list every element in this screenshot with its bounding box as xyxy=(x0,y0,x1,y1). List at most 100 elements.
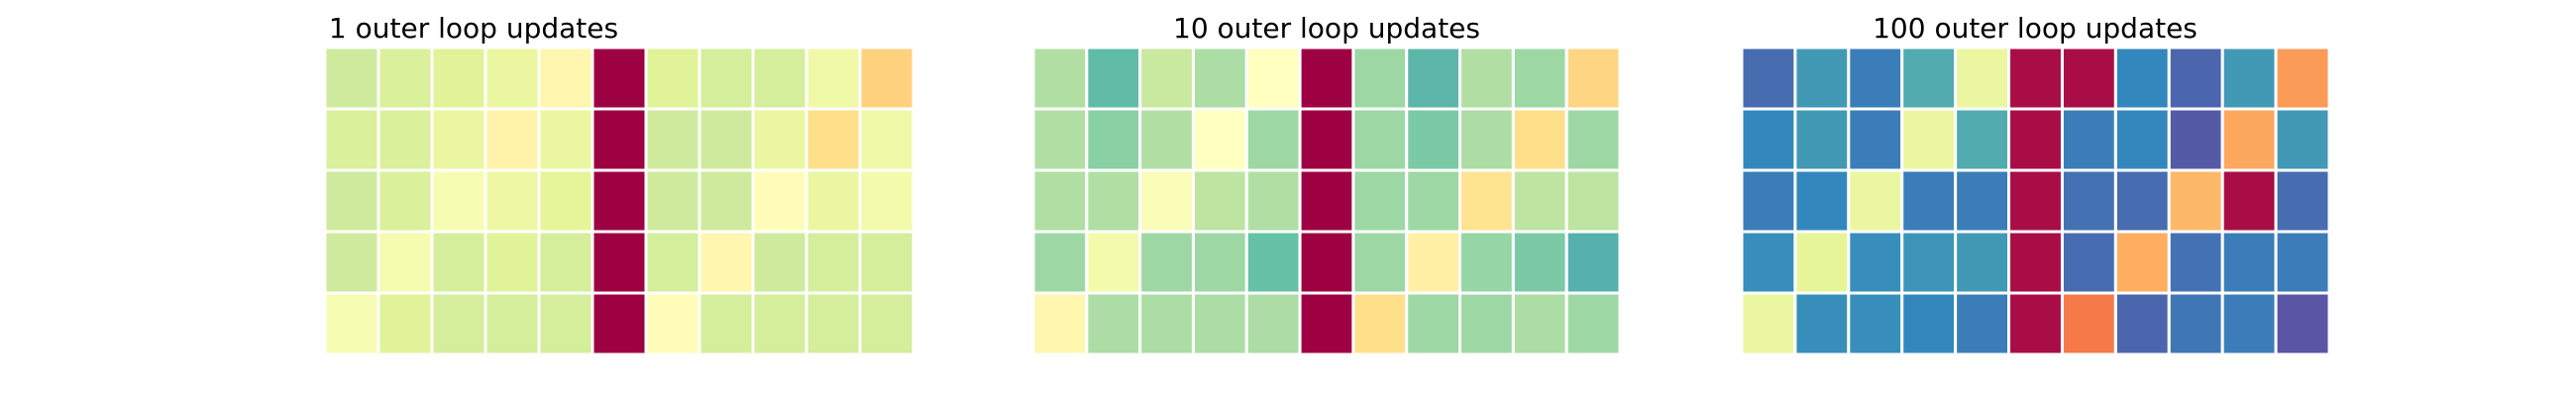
heatmap-cell-p1-r1-c6 xyxy=(590,46,648,111)
heatmap-cell-p1-r4-c7 xyxy=(644,230,701,295)
heatmap-cell-p2-r3-c5 xyxy=(1244,168,1302,234)
heatmap-cell-p3-r4-c9 xyxy=(2167,230,2224,295)
heatmap-cell-p1-r2-c2 xyxy=(376,107,434,172)
panel-title-3: 100 outer loop updates xyxy=(1873,12,2198,45)
heatmap-cell-p1-r4-c9 xyxy=(751,230,808,295)
heatmap-cell-p3-r3-c5 xyxy=(1954,168,2011,234)
heatmap-cell-p2-r5-c9 xyxy=(1458,291,1515,356)
heatmap-cell-p2-r3-c6 xyxy=(1298,168,1355,234)
heatmap-cell-p2-r1-c5 xyxy=(1244,46,1302,111)
heatmap-cell-p3-r2-c9 xyxy=(2167,107,2224,172)
heatmap-cell-p3-r4-c10 xyxy=(2220,230,2278,295)
heatmap-cell-p3-r1-c6 xyxy=(2007,46,2064,111)
heatmap-panel-2: 10 outer loop updates xyxy=(1031,12,1622,356)
heatmap-cell-p2-r1-c4 xyxy=(1191,46,1248,111)
heatmap-cell-p1-r3-c6 xyxy=(590,168,648,234)
heatmap-cell-p3-r2-c6 xyxy=(2007,107,2064,172)
heatmap-cell-p2-r4-c8 xyxy=(1405,230,1462,295)
heatmap-cell-p3-r1-c2 xyxy=(1793,46,1851,111)
heatmap-cell-p1-r4-c4 xyxy=(483,230,541,295)
heatmap-cell-p2-r5-c6 xyxy=(1298,291,1355,356)
heatmap-cell-p1-r1-c1 xyxy=(323,46,380,111)
heatmap-cell-p1-r2-c6 xyxy=(590,107,648,172)
heatmap-cell-p3-r2-c2 xyxy=(1793,107,1851,172)
heatmap-cell-p1-r2-c8 xyxy=(698,107,755,172)
heatmap-cell-p2-r5-c5 xyxy=(1244,291,1302,356)
heatmap-cell-p1-r1-c4 xyxy=(483,46,541,111)
heatmap-cell-p3-r5-c7 xyxy=(2060,291,2117,356)
heatmap-cell-p1-r1-c10 xyxy=(805,46,862,111)
heatmap-cell-p1-r5-c9 xyxy=(751,291,808,356)
heatmap-cell-p1-r5-c2 xyxy=(376,291,434,356)
heatmap-cell-p2-r3-c4 xyxy=(1191,168,1248,234)
heatmap-cell-p3-r4-c5 xyxy=(1954,230,2011,295)
heatmap-cell-p2-r1-c1 xyxy=(1031,46,1089,111)
heatmap-cell-p1-r1-c8 xyxy=(698,46,755,111)
heatmap-cell-p2-r5-c8 xyxy=(1405,291,1462,356)
heatmap-cell-p3-r4-c11 xyxy=(2274,230,2331,295)
heatmap-cell-p1-r3-c7 xyxy=(644,168,701,234)
heatmap-cell-p1-r1-c7 xyxy=(644,46,701,111)
heatmap-cell-p3-r3-c4 xyxy=(1900,168,1958,234)
heatmap-cell-p1-r5-c8 xyxy=(698,291,755,356)
heatmap-cell-p1-r5-c5 xyxy=(537,291,594,356)
heatmap-cell-p2-r1-c9 xyxy=(1458,46,1515,111)
heatmap-cell-p3-r5-c10 xyxy=(2220,291,2278,356)
heatmap-cell-p1-r2-c9 xyxy=(751,107,808,172)
heatmap-cell-p1-r2-c4 xyxy=(483,107,541,172)
heatmap-cell-p2-r2-c5 xyxy=(1244,107,1302,172)
heatmap-cell-p2-r3-c1 xyxy=(1031,168,1089,234)
heatmap-cell-p1-r4-c10 xyxy=(805,230,862,295)
heatmap-cell-p2-r4-c1 xyxy=(1031,230,1089,295)
heatmap-cell-p3-r4-c3 xyxy=(1847,230,1904,295)
heatmap-cell-p3-r2-c4 xyxy=(1900,107,1958,172)
heatmap-cell-p3-r2-c5 xyxy=(1954,107,2011,172)
heatmap-cell-p1-r4-c2 xyxy=(376,230,434,295)
heatmap-cell-p2-r2-c2 xyxy=(1085,107,1142,172)
heatmap-cell-p3-r1-c8 xyxy=(2113,46,2171,111)
heatmap-cell-p3-r5-c9 xyxy=(2167,291,2224,356)
heatmap-cell-p1-r5-c10 xyxy=(805,291,862,356)
heatmap-cell-p3-r5-c5 xyxy=(1954,291,2011,356)
heatmap-cell-p2-r1-c11 xyxy=(1564,46,1622,111)
heatmap-cell-p2-r2-c7 xyxy=(1351,107,1409,172)
heatmap-cell-p1-r1-c3 xyxy=(430,46,487,111)
heatmap-cell-p2-r4-c4 xyxy=(1191,230,1248,295)
heatmap-cell-p1-r3-c10 xyxy=(805,168,862,234)
heatmap-cell-p2-r5-c7 xyxy=(1351,291,1409,356)
heatmap-cell-p1-r3-c2 xyxy=(376,168,434,234)
heatmap-cell-p2-r1-c2 xyxy=(1085,46,1142,111)
heatmap-cell-p2-r3-c3 xyxy=(1138,168,1195,234)
heatmap-panel-1: 1 outer loop updates xyxy=(323,12,915,356)
heatmap-cell-p2-r3-c10 xyxy=(1511,168,1568,234)
heatmap-cell-p3-r2-c8 xyxy=(2113,107,2171,172)
heatmap-cell-p2-r4-c5 xyxy=(1244,230,1302,295)
heatmap-cell-p3-r4-c6 xyxy=(2007,230,2064,295)
heatmap-cell-p1-r2-c11 xyxy=(858,107,915,172)
heatmap-cell-p3-r3-c8 xyxy=(2113,168,2171,234)
heatmap-cell-p1-r3-c9 xyxy=(751,168,808,234)
heatmap-cell-p2-r2-c8 xyxy=(1405,107,1462,172)
heatmap-cells-2 xyxy=(1031,46,1622,356)
heatmap-cell-p1-r2-c5 xyxy=(537,107,594,172)
heatmap-cell-p3-r5-c6 xyxy=(2007,291,2064,356)
heatmap-cell-p1-r5-c6 xyxy=(590,291,648,356)
heatmap-cells-1 xyxy=(323,46,915,356)
heatmap-cell-p2-r4-c7 xyxy=(1351,230,1409,295)
heatmap-cell-p3-r5-c1 xyxy=(1740,291,1797,356)
heatmap-cells-3 xyxy=(1740,46,2331,356)
heatmap-cell-p3-r1-c7 xyxy=(2060,46,2117,111)
heatmap-cell-p2-r2-c6 xyxy=(1298,107,1355,172)
heatmap-cell-p2-r3-c7 xyxy=(1351,168,1409,234)
heatmap-cell-p3-r3-c10 xyxy=(2220,168,2278,234)
heatmap-cell-p1-r1-c2 xyxy=(376,46,434,111)
heatmap-cell-p3-r1-c3 xyxy=(1847,46,1904,111)
heatmap-cell-p1-r5-c11 xyxy=(858,291,915,356)
heatmap-cell-p1-r4-c1 xyxy=(323,230,380,295)
heatmap-cell-p2-r3-c9 xyxy=(1458,168,1515,234)
heatmap-cell-p1-r2-c1 xyxy=(323,107,380,172)
heatmap-cell-p1-r4-c5 xyxy=(537,230,594,295)
heatmap-cell-p1-r4-c8 xyxy=(698,230,755,295)
heatmap-cell-p3-r2-c3 xyxy=(1847,107,1904,172)
heatmap-cell-p3-r3-c11 xyxy=(2274,168,2331,234)
